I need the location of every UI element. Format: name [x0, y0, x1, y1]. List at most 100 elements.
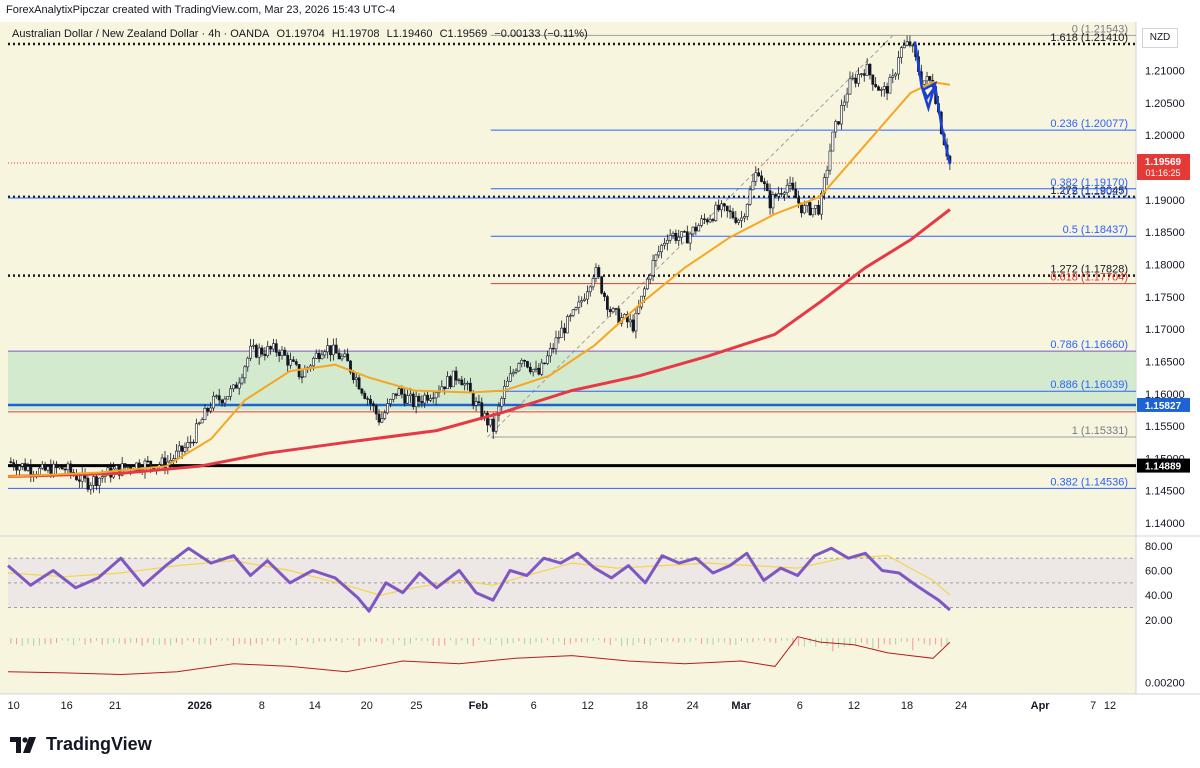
bar-countdown: 01:16:25	[1145, 168, 1180, 178]
candle-body	[571, 309, 575, 316]
candle-body	[237, 382, 241, 389]
candle-body	[189, 441, 193, 444]
candle-body	[608, 309, 612, 313]
candle-body	[66, 463, 70, 471]
pattern-triangle	[921, 80, 938, 113]
candle-body	[728, 210, 732, 213]
candle-body	[568, 315, 572, 317]
time-axis-label: Feb	[469, 700, 489, 712]
symbol-name[interactable]: Australian Dollar / New Zealand Dollar ·…	[12, 28, 270, 40]
candle-body	[15, 466, 18, 471]
candle-body	[354, 377, 358, 380]
time-axis-label: 18	[636, 700, 648, 712]
candle-body	[902, 45, 906, 49]
candle-body	[234, 384, 238, 389]
candle-body	[163, 457, 167, 470]
ohlc-low: L1.19460	[386, 28, 433, 40]
currency-selector[interactable]: NZD	[1142, 28, 1178, 48]
candle-body	[260, 347, 264, 355]
candle-body	[660, 244, 664, 253]
price-axis-tick: 1.14000	[1145, 518, 1185, 530]
candle-body	[537, 367, 541, 375]
candle-body	[925, 76, 929, 82]
rsi-axis-tick: 60.00	[1145, 566, 1173, 578]
candle-body	[882, 86, 886, 90]
candle-body	[583, 298, 586, 301]
candle-body	[603, 292, 606, 297]
candle-body	[617, 308, 621, 324]
candle-body	[457, 379, 461, 382]
candle-body	[311, 358, 315, 367]
candle-body	[411, 393, 415, 408]
rsi-axis-tick: 40.00	[1145, 590, 1173, 602]
candle-body	[580, 300, 584, 303]
candle-body	[334, 344, 338, 354]
candle-body	[631, 319, 635, 332]
candle-body	[748, 189, 752, 205]
candle-body	[448, 376, 452, 388]
candle-body	[685, 231, 689, 244]
price-chart[interactable]: 0 (1.21543)1.618 (1.21410) 0.236 (1.20077…	[0, 22, 1200, 716]
candle-body	[243, 366, 247, 379]
candle-body	[591, 278, 595, 288]
candle-body	[174, 450, 178, 459]
candle-body	[357, 377, 361, 390]
candle-body	[263, 353, 267, 356]
candle-body	[600, 276, 604, 294]
candle-body	[688, 233, 692, 244]
time-axis-label: 18	[901, 700, 913, 712]
ema-slow-line	[7, 208, 951, 478]
candle-body	[777, 193, 781, 197]
time-axis-label: 7	[1090, 700, 1096, 712]
candle-body	[491, 418, 495, 432]
candle-body	[543, 362, 546, 365]
fib-trend-line	[487, 34, 894, 438]
time-axis-label: 24	[687, 700, 699, 712]
candle-body	[811, 207, 815, 216]
tradingview-logo[interactable]: TradingView	[10, 734, 152, 755]
candle-body	[300, 376, 304, 378]
candle-body	[905, 41, 909, 46]
time-axis-label: 25	[410, 700, 422, 712]
candle-body	[463, 383, 467, 386]
chart-frame[interactable]: 0 (1.21543) 1.618 (1.21410) 0.236 (1.20077…	[0, 22, 1200, 716]
price-axis-tick: 1.20000	[1145, 130, 1185, 142]
ohlc-open: O1.19704	[276, 28, 325, 40]
candle-body	[711, 219, 715, 221]
candle-body	[409, 393, 412, 396]
candle-body	[705, 219, 709, 223]
candle-body	[566, 316, 569, 334]
candle-body	[520, 360, 524, 364]
candle-body	[691, 226, 695, 235]
candle-body	[857, 73, 860, 84]
candle-body	[828, 150, 832, 171]
candle-body	[323, 351, 327, 356]
candle-body	[745, 204, 749, 217]
level-label: 0.786 (1.16660)	[1050, 339, 1128, 351]
candle-body	[540, 362, 544, 375]
candle-body	[831, 131, 835, 152]
candle-body	[60, 466, 64, 470]
candle-body	[397, 388, 401, 396]
candle-body	[817, 204, 820, 215]
candle-body	[497, 405, 501, 416]
projection-drawing	[913, 41, 952, 165]
candle-body	[754, 172, 758, 182]
candle-body	[149, 460, 153, 467]
candle-body	[780, 193, 783, 195]
candle-body	[226, 395, 230, 400]
candle-body	[466, 382, 469, 385]
candle-body	[708, 219, 712, 223]
candle-body	[460, 379, 464, 386]
candle-body	[546, 355, 549, 364]
candle-body	[115, 465, 118, 470]
candle-body	[386, 403, 390, 414]
candle-body	[417, 396, 421, 402]
time-axis-label: 12	[1104, 700, 1116, 712]
candle-body	[454, 370, 458, 381]
candle-body	[842, 101, 846, 106]
candle-body	[802, 205, 806, 214]
time-axis-label: 20	[361, 700, 373, 712]
level-label: 0.5 (1.18437)	[1063, 224, 1128, 236]
symbol-info-bar[interactable]: Australian Dollar / New Zealand Dollar ·…	[12, 28, 592, 40]
